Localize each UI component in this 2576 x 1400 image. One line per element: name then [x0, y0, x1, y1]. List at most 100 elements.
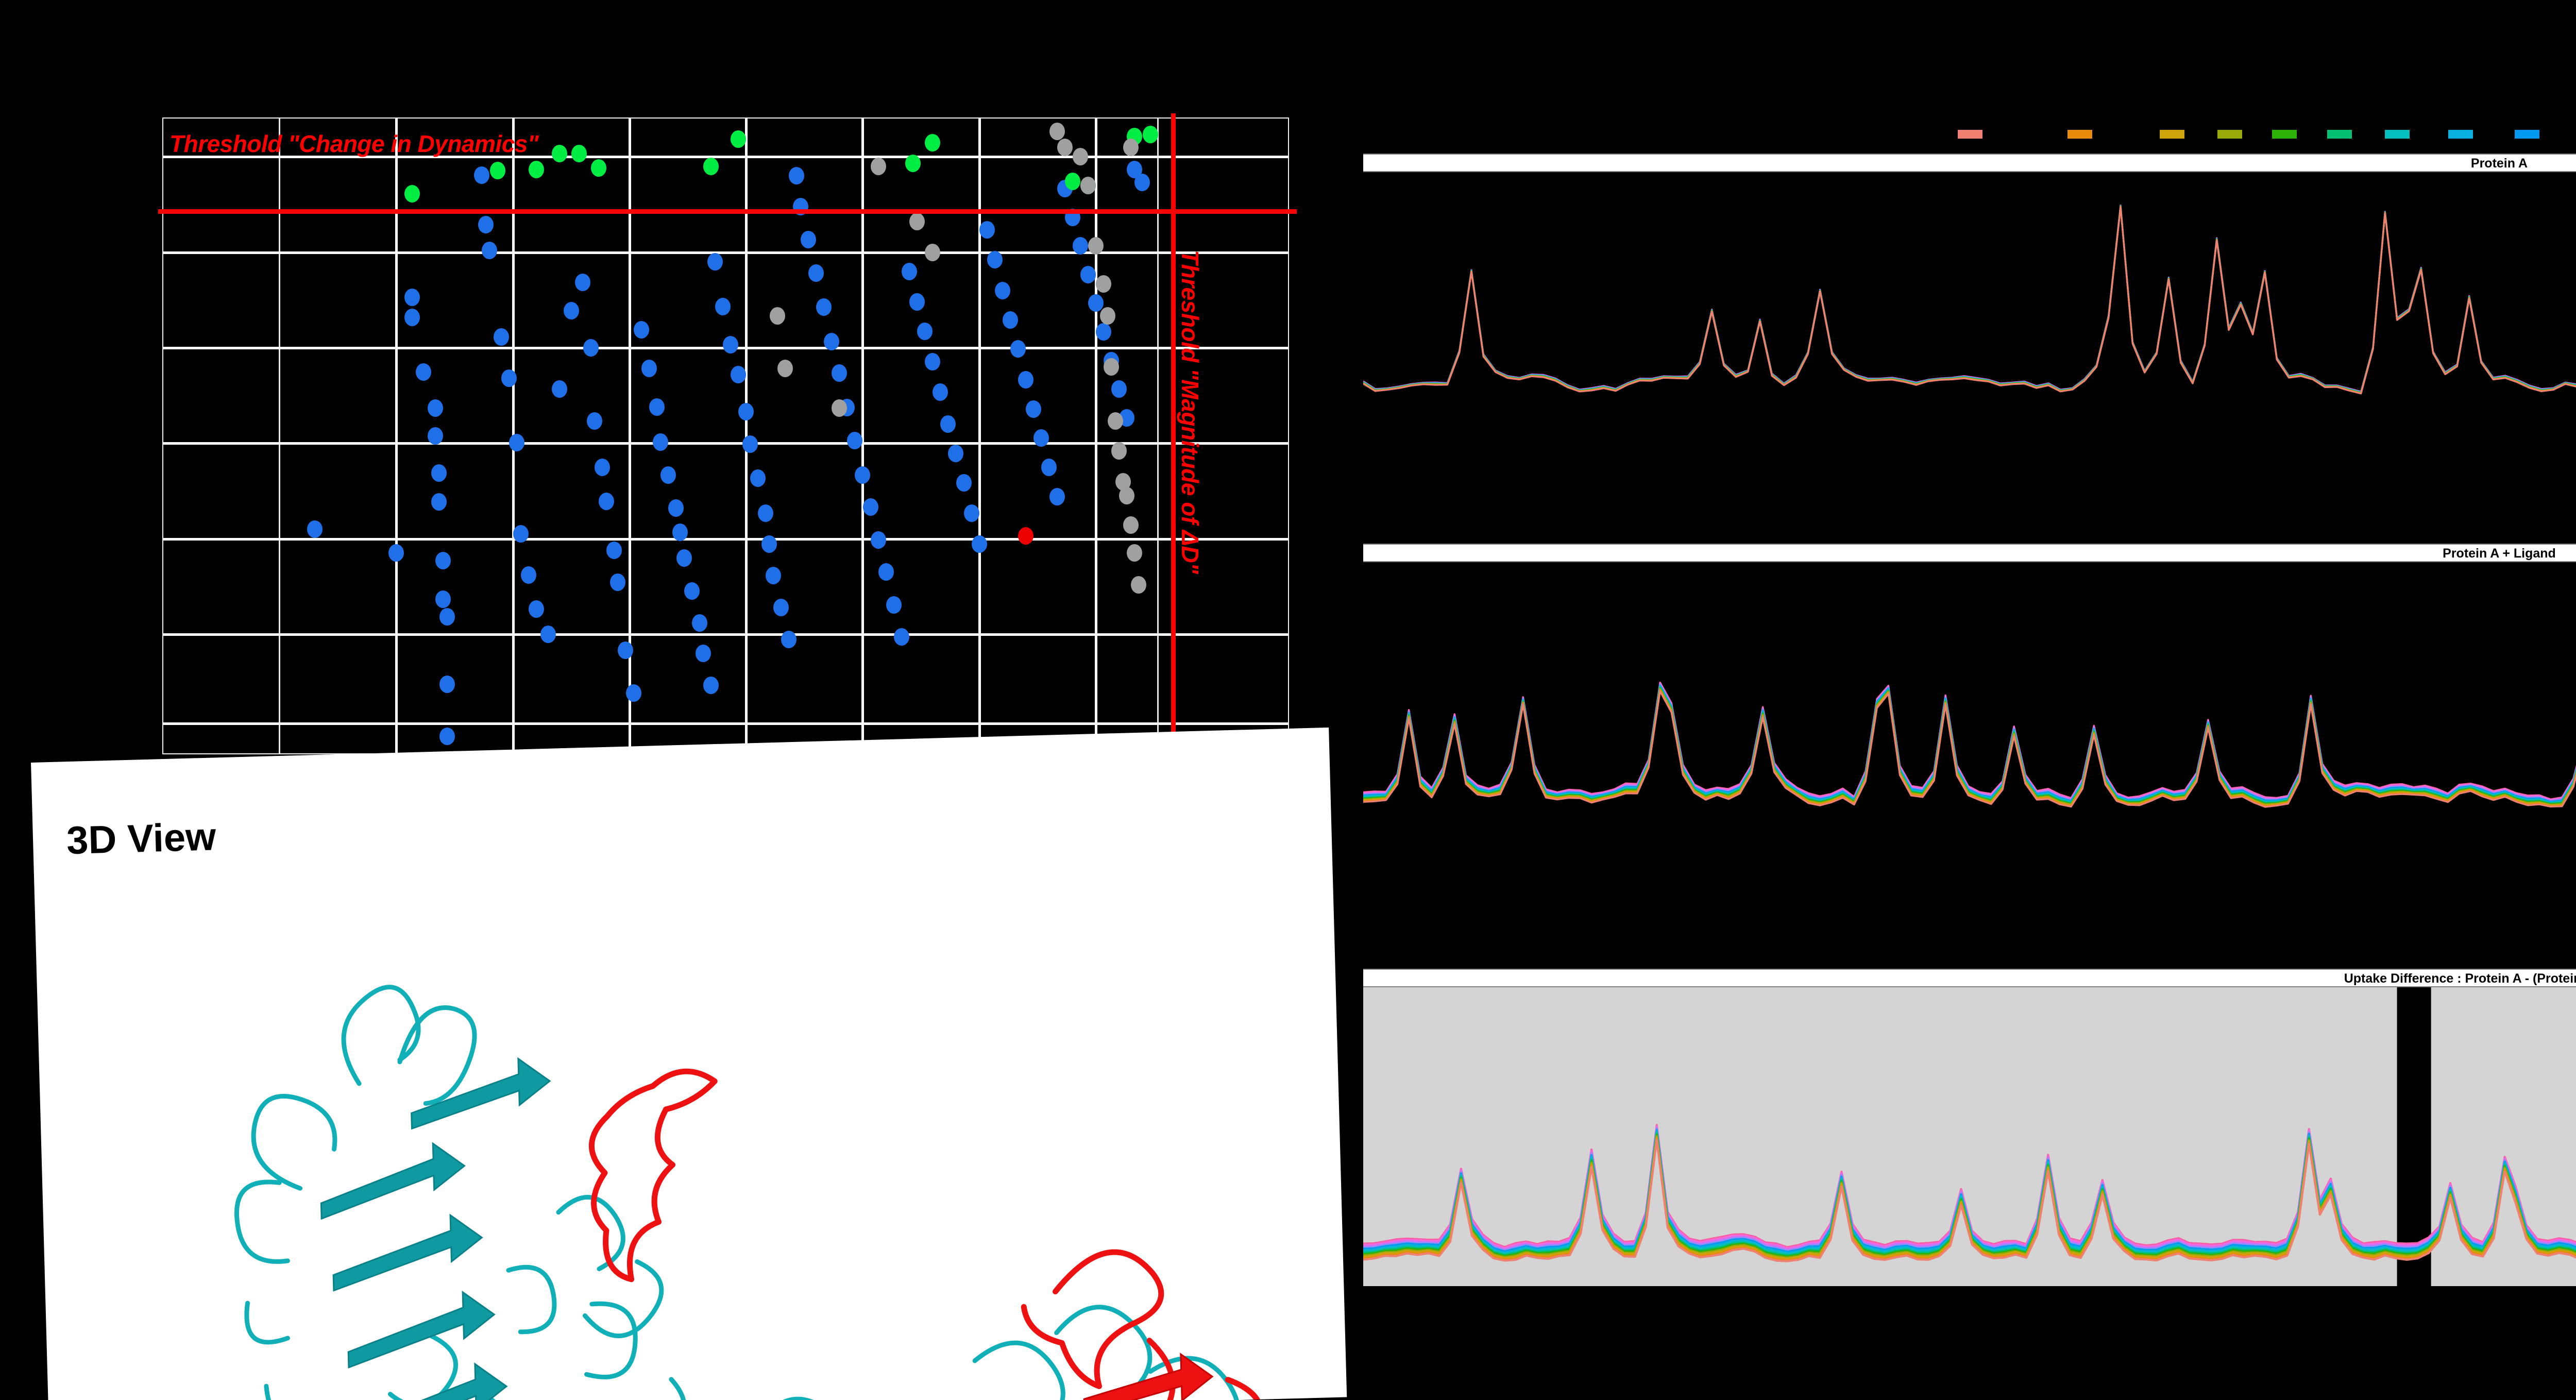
volcano-point-blue[interactable]	[707, 253, 723, 271]
volcano-point-blue[interactable]	[1041, 459, 1057, 477]
uptake-trace-11[interactable]	[1363, 678, 2576, 801]
volcano-point-green[interactable]	[489, 162, 505, 180]
volcano-point-blue[interactable]	[1096, 323, 1111, 341]
volcano-point-blue[interactable]	[893, 628, 909, 646]
volcano-point-blue[interactable]	[563, 302, 579, 320]
volcano-point-blue[interactable]	[672, 524, 688, 542]
volcano-point-blue[interactable]	[439, 675, 455, 693]
volcano-point-blue[interactable]	[691, 614, 707, 632]
volcano-point-blue[interactable]	[1049, 488, 1065, 506]
volcano-point-grey[interactable]	[909, 213, 925, 231]
volcano-point-blue[interactable]	[1111, 380, 1127, 398]
uptake-trace-0[interactable]	[1363, 1139, 2576, 1278]
volcano-point-blue[interactable]	[816, 298, 832, 316]
panel-uptake-difference-plot[interactable]	[1363, 987, 2576, 1286]
volcano-point-blue[interactable]	[653, 433, 669, 451]
volcano-point-blue[interactable]	[909, 293, 925, 311]
volcano-point-grey[interactable]	[769, 307, 785, 325]
volcano-point-blue[interactable]	[738, 402, 754, 420]
volcano-point-blue[interactable]	[1088, 294, 1104, 312]
volcano-point-blue[interactable]	[765, 567, 781, 585]
volcano-point-blue[interactable]	[1072, 237, 1088, 255]
volcano-point-blue[interactable]	[1134, 173, 1150, 191]
volcano-point-blue[interactable]	[404, 308, 420, 326]
volcano-point-grey[interactable]	[1088, 237, 1104, 255]
volcano-point-blue[interactable]	[618, 642, 634, 660]
volcano-point-green[interactable]	[590, 159, 606, 177]
volcano-point-blue[interactable]	[435, 591, 451, 609]
volcano-point-blue[interactable]	[575, 273, 591, 291]
protein-ribbon-diagram[interactable]	[31, 728, 1347, 1400]
volcano-point-blue[interactable]	[416, 363, 432, 381]
volcano-point-grey[interactable]	[1127, 544, 1143, 562]
volcano-point-blue[interactable]	[715, 297, 731, 315]
volcano-point-blue[interactable]	[1010, 340, 1026, 358]
volcano-point-blue[interactable]	[478, 216, 494, 234]
volcano-point-blue[interactable]	[684, 582, 700, 600]
volcano-point-grey[interactable]	[777, 359, 793, 377]
volcano-point-blue[interactable]	[540, 626, 556, 644]
uptake-trace-10[interactable]	[1363, 681, 2576, 802]
volcano-point-blue[interactable]	[696, 645, 711, 663]
legend-swatch-7[interactable]	[2448, 130, 2473, 139]
legend-swatch-6[interactable]	[2384, 130, 2410, 139]
legend-swatch-1[interactable]	[2067, 130, 2092, 139]
volcano-point-blue[interactable]	[606, 542, 622, 559]
volcano-point-grey[interactable]	[1080, 176, 1096, 194]
volcano-point-blue[interactable]	[994, 281, 1010, 299]
volcano-plot-area[interactable]: Threshold "Change in Dynamics" Threshold…	[158, 113, 1297, 778]
volcano-point-blue[interactable]	[723, 335, 739, 353]
panel-protein-a-plot[interactable]	[1363, 172, 2576, 440]
volcano-point-blue[interactable]	[940, 415, 956, 433]
volcano-point-blue[interactable]	[925, 353, 941, 371]
legend-swatch-2[interactable]	[2160, 130, 2184, 139]
volcano-point-blue[interactable]	[501, 369, 517, 387]
volcano-point-blue[interactable]	[832, 364, 848, 382]
volcano-point-blue[interactable]	[862, 498, 878, 516]
volcano-point-blue[interactable]	[1080, 265, 1096, 283]
volcano-point-blue[interactable]	[1033, 429, 1049, 447]
volcano-point-grey[interactable]	[1096, 275, 1111, 293]
volcano-point-blue[interactable]	[781, 631, 797, 649]
volcano-point-blue[interactable]	[1003, 311, 1019, 329]
volcano-point-grey[interactable]	[1123, 138, 1139, 156]
volcano-point-blue[interactable]	[847, 432, 863, 450]
volcano-point-grey[interactable]	[1049, 122, 1065, 140]
volcano-point-blue[interactable]	[963, 504, 979, 522]
volcano-point-blue[interactable]	[1018, 370, 1034, 389]
volcano-point-blue[interactable]	[427, 399, 443, 417]
volcano-point-grey[interactable]	[1057, 138, 1073, 156]
volcano-point-blue[interactable]	[886, 596, 902, 614]
volcano-point-grey[interactable]	[832, 399, 848, 417]
volcano-point-blue[interactable]	[587, 412, 603, 430]
volcano-point-grey[interactable]	[1107, 412, 1123, 430]
panel-protein-a-ligand-plot[interactable]	[1363, 562, 2576, 840]
volcano-point-blue[interactable]	[855, 466, 871, 484]
volcano-point-blue[interactable]	[731, 365, 747, 383]
volcano-point-blue[interactable]	[595, 459, 611, 477]
volcano-point-green[interactable]	[1142, 125, 1158, 143]
volcano-point-green[interactable]	[552, 144, 568, 162]
volcano-point-blue[interactable]	[742, 435, 758, 453]
volcano-point-green[interactable]	[404, 184, 420, 203]
volcano-point-blue[interactable]	[610, 573, 626, 591]
volcano-point-blue[interactable]	[808, 264, 824, 282]
uptake-trace-1[interactable]	[1363, 206, 2576, 415]
volcano-point-blue[interactable]	[979, 221, 995, 239]
uptake-trace-12[interactable]	[1363, 676, 2576, 800]
volcano-point-blue[interactable]	[668, 499, 684, 517]
volcano-point-green[interactable]	[571, 144, 587, 162]
volcano-point-blue[interactable]	[625, 684, 641, 702]
volcano-point-green[interactable]	[925, 133, 941, 151]
volcano-point-blue[interactable]	[439, 727, 455, 745]
volcano-point-grey[interactable]	[1099, 307, 1115, 325]
uptake-trace-0[interactable]	[1363, 206, 2576, 421]
volcano-point-blue[interactable]	[513, 525, 529, 543]
uptake-trace-9[interactable]	[1363, 683, 2576, 802]
volcano-point-grey[interactable]	[1130, 576, 1146, 594]
volcano-point-blue[interactable]	[987, 251, 1003, 269]
volcano-point-grey[interactable]	[1111, 442, 1127, 460]
volcano-point-blue[interactable]	[933, 383, 948, 401]
volcano-point-red[interactable]	[1018, 527, 1034, 545]
volcano-point-blue[interactable]	[520, 566, 536, 584]
